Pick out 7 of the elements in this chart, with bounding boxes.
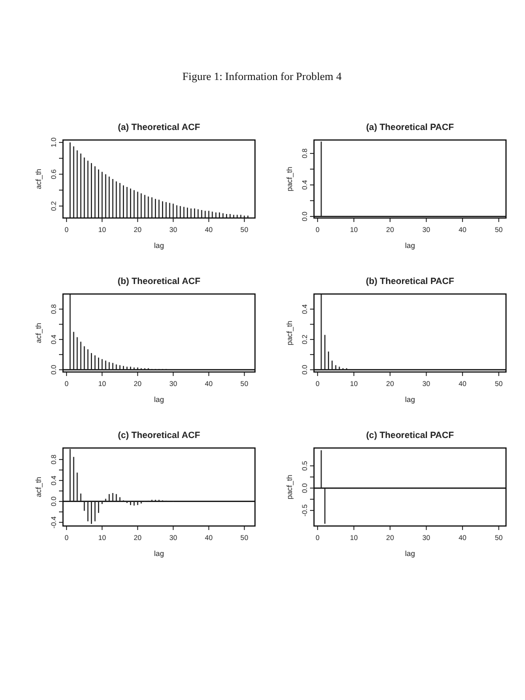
caption: Figure 1: Information for Problem 4 bbox=[182, 71, 342, 83]
chart-title: (c) Theoretical PACF bbox=[366, 430, 454, 440]
chart-title: (c) Theoretical ACF bbox=[118, 430, 201, 440]
chart-title: (a) Theoretical ACF bbox=[118, 122, 201, 132]
chart-title: (b) Theoretical PACF bbox=[366, 276, 455, 286]
chart-title: (a) Theoretical PACF bbox=[366, 122, 454, 132]
chart-title: (b) Theoretical ACF bbox=[118, 276, 201, 286]
